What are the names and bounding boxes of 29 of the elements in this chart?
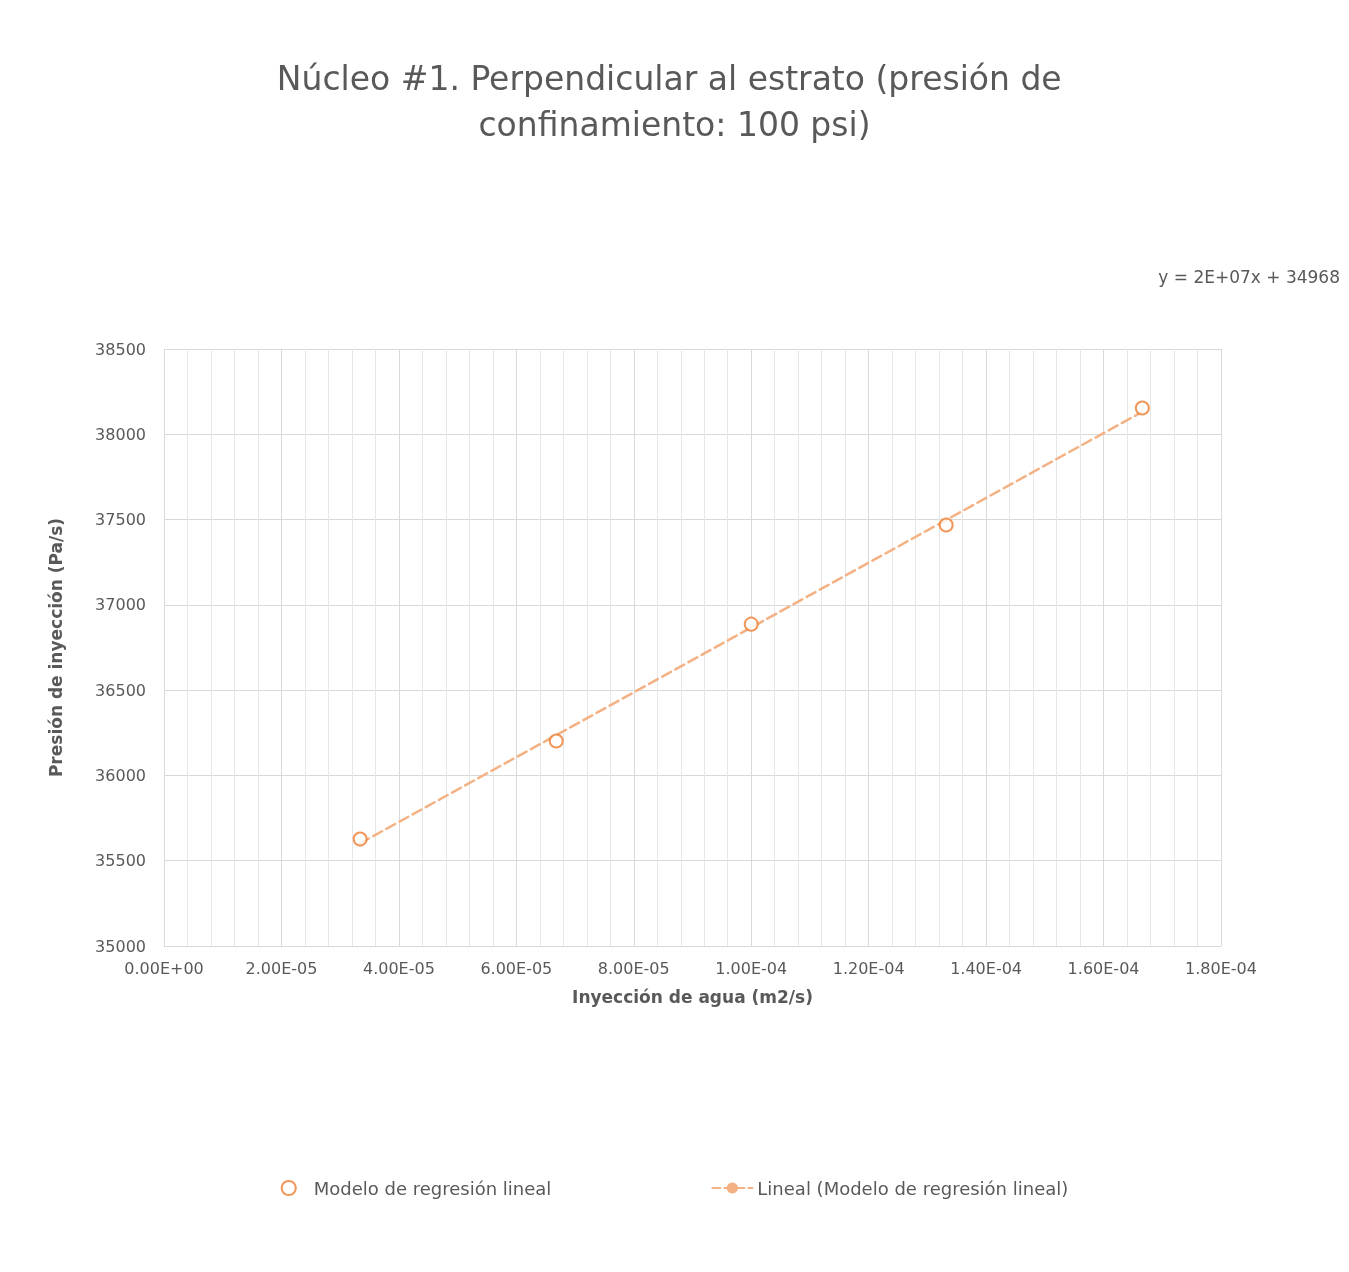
x-tick-label: 0.00E+00 <box>124 958 204 978</box>
y-tick-label: 38500 <box>95 339 146 359</box>
x-axis-title: Inyección de agua (m2/s) <box>572 986 813 1007</box>
y-tick-label: 35000 <box>95 936 146 956</box>
x-tick-label: 2.00E-05 <box>245 958 318 978</box>
x-tick-label: 1.20E-04 <box>832 958 905 978</box>
point <box>352 831 368 847</box>
y-tick-label: 37500 <box>95 510 146 530</box>
x-tick-label: 1.40E-04 <box>950 958 1023 978</box>
x-tick-label: 1.60E-04 <box>1067 958 1140 978</box>
point <box>1134 400 1150 416</box>
y-tick-label: 36500 <box>95 680 146 700</box>
y-tick-label: 35500 <box>95 851 146 871</box>
x-tick-label: 1.80E-04 <box>1185 958 1257 978</box>
x-tick-label: 1.00E-04 <box>715 958 788 978</box>
legend-label: Modelo de regresión lineal <box>313 1177 552 1199</box>
x-tick-label: 4.00E-05 <box>362 958 435 978</box>
x-tick-label: 6.00E-05 <box>480 958 553 978</box>
chart-title: Núcleo #1. Perpendicular al estrato (presión de confinamiento: 100 psi) <box>276 58 1073 144</box>
y-tick-label: 38000 <box>95 424 146 444</box>
legend-label: Lineal (Modelo de regresión lineal) <box>757 1177 1069 1199</box>
point <box>743 616 759 632</box>
y-axis-title: Presión de inyección (Pa/s) <box>45 517 66 778</box>
y-tick-label: 37000 <box>95 595 146 615</box>
point <box>548 733 564 749</box>
x-tick-label: 8.00E-05 <box>597 958 670 978</box>
point <box>938 517 954 533</box>
y-tick-label: 36000 <box>95 765 146 785</box>
text: y = 2E+07x + 34968 <box>1158 266 1341 287</box>
